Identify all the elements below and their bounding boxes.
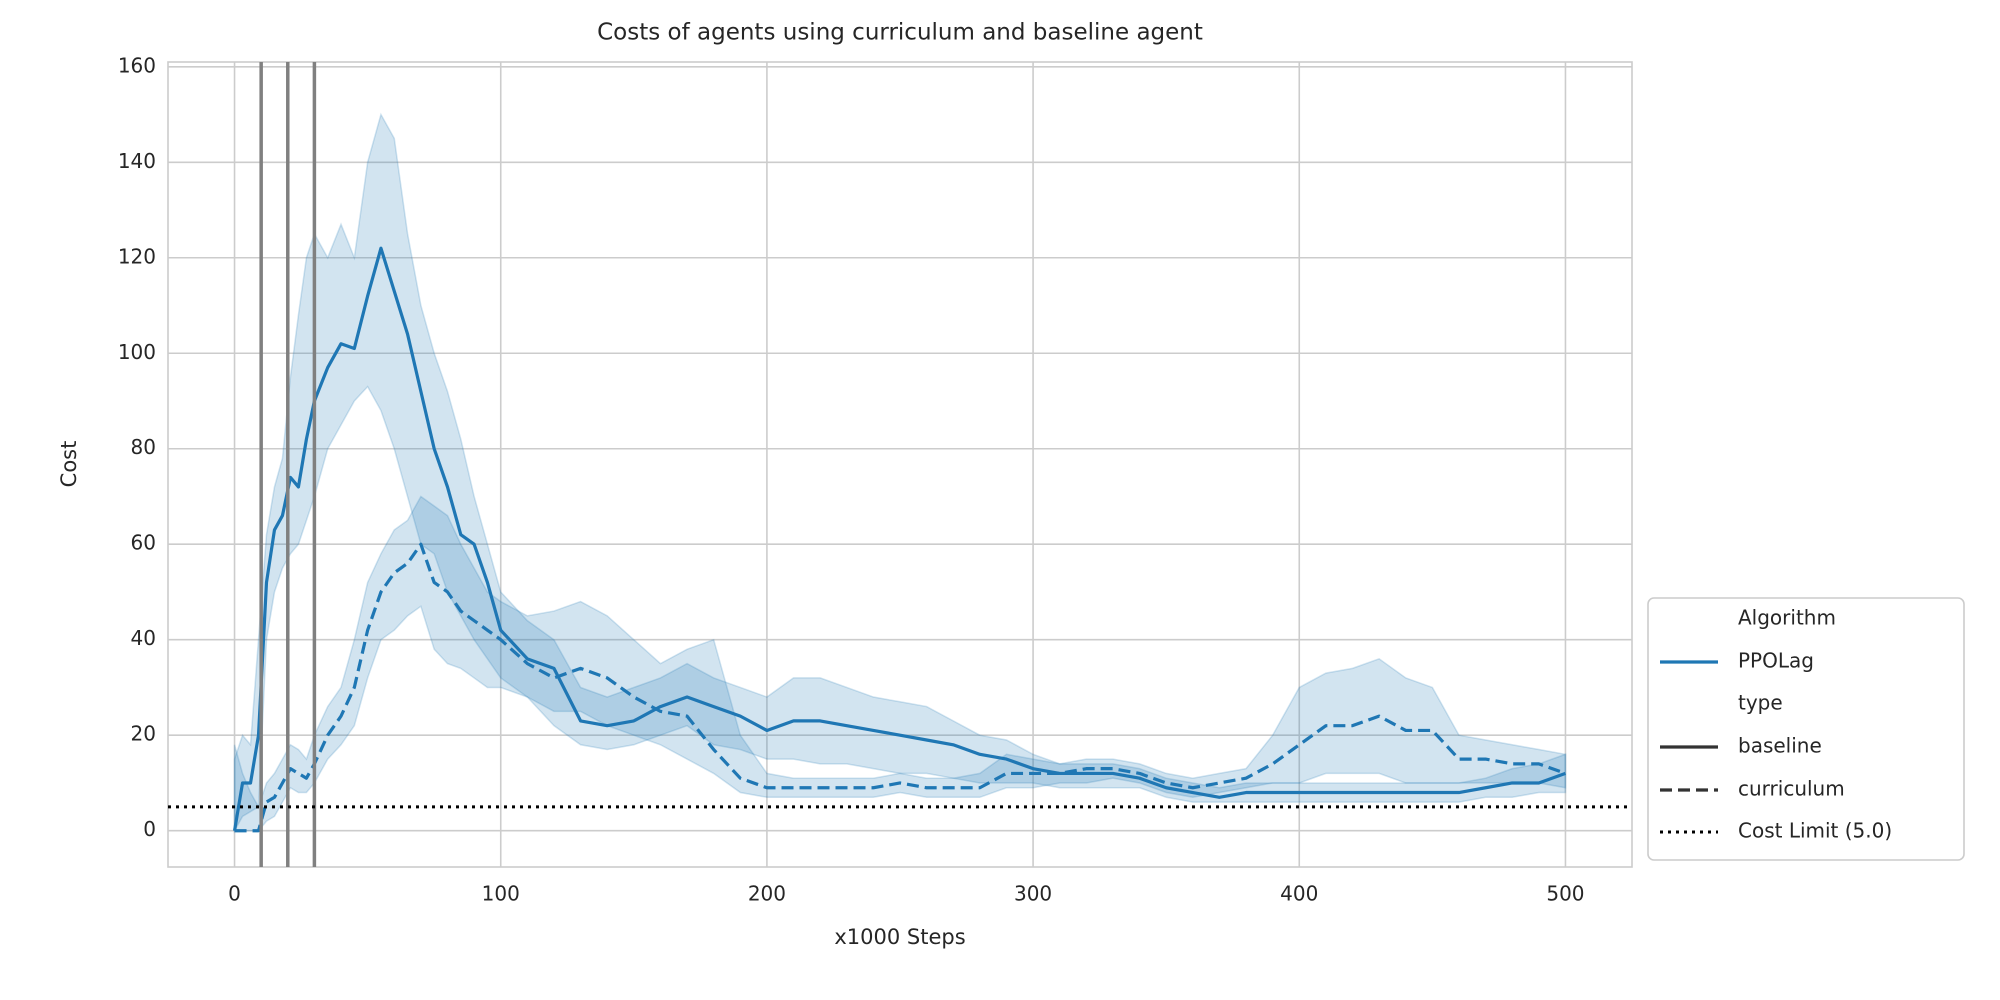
legend-label: curriculum [1738,777,1845,801]
chart-title: Costs of agents using curriculum and bas… [597,20,1203,46]
series-line [232,246,1566,831]
y-tick-label: 80 [131,435,156,459]
legend-box [1647,597,1965,861]
legend-title: Algorithm [1738,606,1836,630]
y-tick-label: 60 [131,531,156,555]
legend-label: baseline [1738,734,1822,758]
y-tick-label: 20 [131,722,156,746]
legend-label: Cost Limit (5.0) [1738,819,1892,843]
x-tick-label: 500 [1546,882,1584,906]
legend-title: type [1738,691,1783,715]
x-tick-label: 400 [1280,882,1318,906]
y-tick-label: 100 [118,340,156,364]
confidence-band [233,112,1567,834]
y-tick-label: 0 [143,817,156,841]
legend-label: PPOLag [1738,649,1814,673]
x-tick-label: 100 [482,882,520,906]
x-tick-label: 200 [748,882,786,906]
y-axis-label: Cost [57,441,81,488]
y-tick-label: 120 [118,244,156,268]
plot-frame [167,61,1633,868]
x-axis-label: x1000 Steps [834,925,965,949]
y-tick-label: 160 [118,53,156,77]
x-tick-label: 300 [1014,882,1052,906]
series-line [234,542,1566,833]
y-tick-label: 140 [118,149,156,173]
y-tick-label: 40 [131,626,156,650]
confidence-band [233,495,1567,832]
x-tick-label: 0 [228,882,241,906]
